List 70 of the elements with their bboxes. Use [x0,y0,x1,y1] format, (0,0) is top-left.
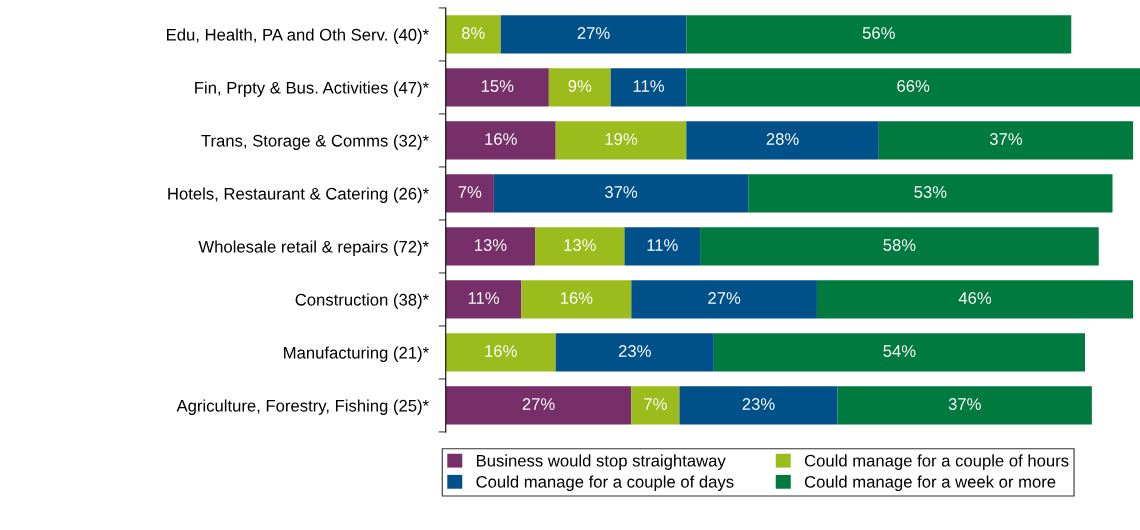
data-label: 37% [989,133,1023,145]
data-label: 23% [742,398,775,410]
data-label: 7% [644,398,667,410]
data-label: 16% [560,292,593,304]
data-label: 7% [458,186,482,198]
data-label: 66% [897,80,930,92]
data-label: 37% [604,186,638,198]
bar [445,386,632,425]
bar [521,280,632,319]
data-label: 56% [862,27,895,39]
y-tick-label: Agriculture, Forestry, Fishing (25)* [176,399,429,415]
data-label: 37% [948,398,981,410]
legend-label: Business would stop straightaway [476,454,726,470]
bar [624,227,701,266]
bar [686,15,1072,54]
y-tick-label: Wholesale retail & repairs (72)* [198,240,429,256]
bar [686,68,1140,107]
data-label: 8% [461,27,485,39]
bar [816,280,1134,319]
bar [837,386,1092,425]
y-tick-label: Fin, Prpty & Bus. Activities (47)* [195,81,429,97]
data-label: 58% [883,239,916,251]
bar [713,333,1086,372]
y-tick-label: Manufacturing (21)* [284,346,429,362]
bar [445,280,522,319]
bar [493,174,749,213]
bar [445,121,556,160]
data-label: 27% [522,398,555,410]
data-label: 53% [914,186,947,198]
data-label: 11% [647,239,678,251]
data-label: 28% [766,133,799,145]
bar [700,227,1099,266]
y-tick-label: Edu, Health, PA and Oth Serv. (40)* [167,28,429,44]
data-label: 27% [708,292,741,304]
data-label: 15% [481,80,514,92]
bar [445,15,501,54]
data-label: 16% [485,133,517,145]
data-label: 13% [564,239,596,251]
bar [500,15,687,54]
bar [679,386,838,425]
data-label: 11% [633,80,664,92]
y-tick-label: Trans, Storage & Comms (32)* [201,134,429,150]
data-label: 9% [568,80,592,92]
data-label: 27% [577,27,610,39]
legend-label: Could manage for a couple of days [476,475,734,492]
bar [535,227,625,266]
bar [686,121,879,160]
bar [555,121,687,160]
bar [445,227,536,266]
legend-label: Could manage for a couple of hours [804,454,1069,470]
bar [631,280,817,319]
bar [548,68,611,107]
bar [555,333,714,372]
bar [445,333,556,372]
data-label: 23% [618,345,651,357]
bar [631,386,680,425]
bar [445,174,494,213]
bar [445,68,549,107]
data-label: 46% [958,292,992,304]
legend-label: Could manage for a week or more [804,475,1056,492]
bar [610,68,687,107]
data-label: 11% [468,292,500,304]
data-label: 54% [883,345,916,357]
data-label: 19% [605,133,638,145]
y-tick-label: Construction (38)* [295,293,429,309]
bar [748,174,1113,213]
data-label: 16% [485,345,517,357]
y-tick-label: Hotels, Restaurant & Catering (26)* [168,187,429,203]
bar [878,121,1134,160]
data-label: 13% [475,239,507,251]
